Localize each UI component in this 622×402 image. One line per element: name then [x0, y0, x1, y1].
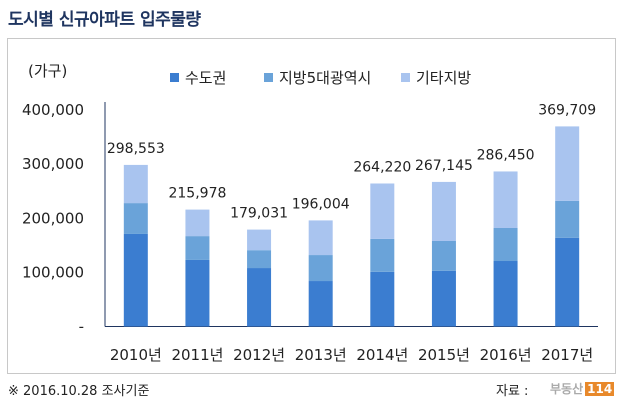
y-axis-unit-label: (가구) [28, 62, 67, 80]
legend-label: 기타지방 [416, 69, 471, 87]
y-tick-label: 300,000 [22, 155, 84, 173]
total-data-label: 264,220 [353, 159, 411, 175]
x-tick-label: 2014년 [356, 346, 408, 364]
legend-swatch [401, 73, 410, 82]
bar-segment [493, 261, 518, 327]
bar-segment [247, 229, 272, 251]
x-tick-label: 2010년 [110, 346, 162, 364]
bar-segment [431, 240, 456, 271]
y-tick-label: 400,000 [22, 101, 84, 119]
legend-label: 지방5대광역시 [279, 69, 371, 87]
legend-label: 수도권 [185, 69, 226, 87]
bar-segment [493, 171, 518, 228]
bar-segment [370, 271, 395, 327]
bar-segment [185, 236, 210, 260]
bar-segment [431, 181, 456, 241]
survey-date-note: ※ 2016.10.28 조사기준 [8, 384, 150, 399]
bar-segment [555, 237, 580, 327]
bar-segment [308, 281, 333, 327]
bar-segment [247, 250, 272, 269]
x-tick-label: 2013년 [295, 346, 347, 364]
x-tick-label: 2012년 [233, 346, 285, 364]
y-tick-label: 100,000 [22, 263, 84, 281]
x-tick-label: 2015년 [418, 346, 470, 364]
total-data-label: 179,031 [230, 206, 288, 222]
source-label: 자료 : [496, 384, 529, 399]
bar-segment [308, 220, 333, 256]
bar-segment [185, 209, 210, 237]
y-tick-label: - [79, 318, 84, 336]
bar-segment [555, 126, 580, 201]
x-tick-label: 2011년 [171, 346, 223, 364]
bar-segment [247, 268, 272, 327]
legend-swatch [170, 73, 179, 82]
bar-segment [123, 164, 148, 204]
legend-swatch [264, 73, 273, 82]
bar-segment [123, 203, 148, 234]
bar-segment [431, 270, 456, 327]
bar-segment [123, 233, 148, 327]
total-data-label: 215,978 [168, 186, 226, 202]
bar-segment [185, 259, 210, 327]
x-tick-label: 2016년 [480, 346, 532, 364]
bar-segment [370, 238, 395, 272]
total-data-label: 298,553 [107, 141, 165, 157]
total-data-label: 369,709 [538, 102, 596, 118]
bar-segment [555, 200, 580, 238]
y-tick-label: 200,000 [22, 209, 84, 227]
total-data-label: 196,004 [292, 196, 350, 212]
page-title: 도시별 신규아파트 입주물량 [8, 10, 201, 30]
total-data-label: 286,450 [477, 147, 535, 163]
bar-segment [308, 255, 333, 282]
x-tick-label: 2017년 [541, 346, 593, 364]
bar-segment [370, 183, 395, 239]
bar-segment [493, 227, 518, 262]
chart-frame [7, 38, 616, 374]
total-data-label: 267,145 [415, 158, 473, 174]
source-logo: 부동산 114 [550, 382, 615, 396]
